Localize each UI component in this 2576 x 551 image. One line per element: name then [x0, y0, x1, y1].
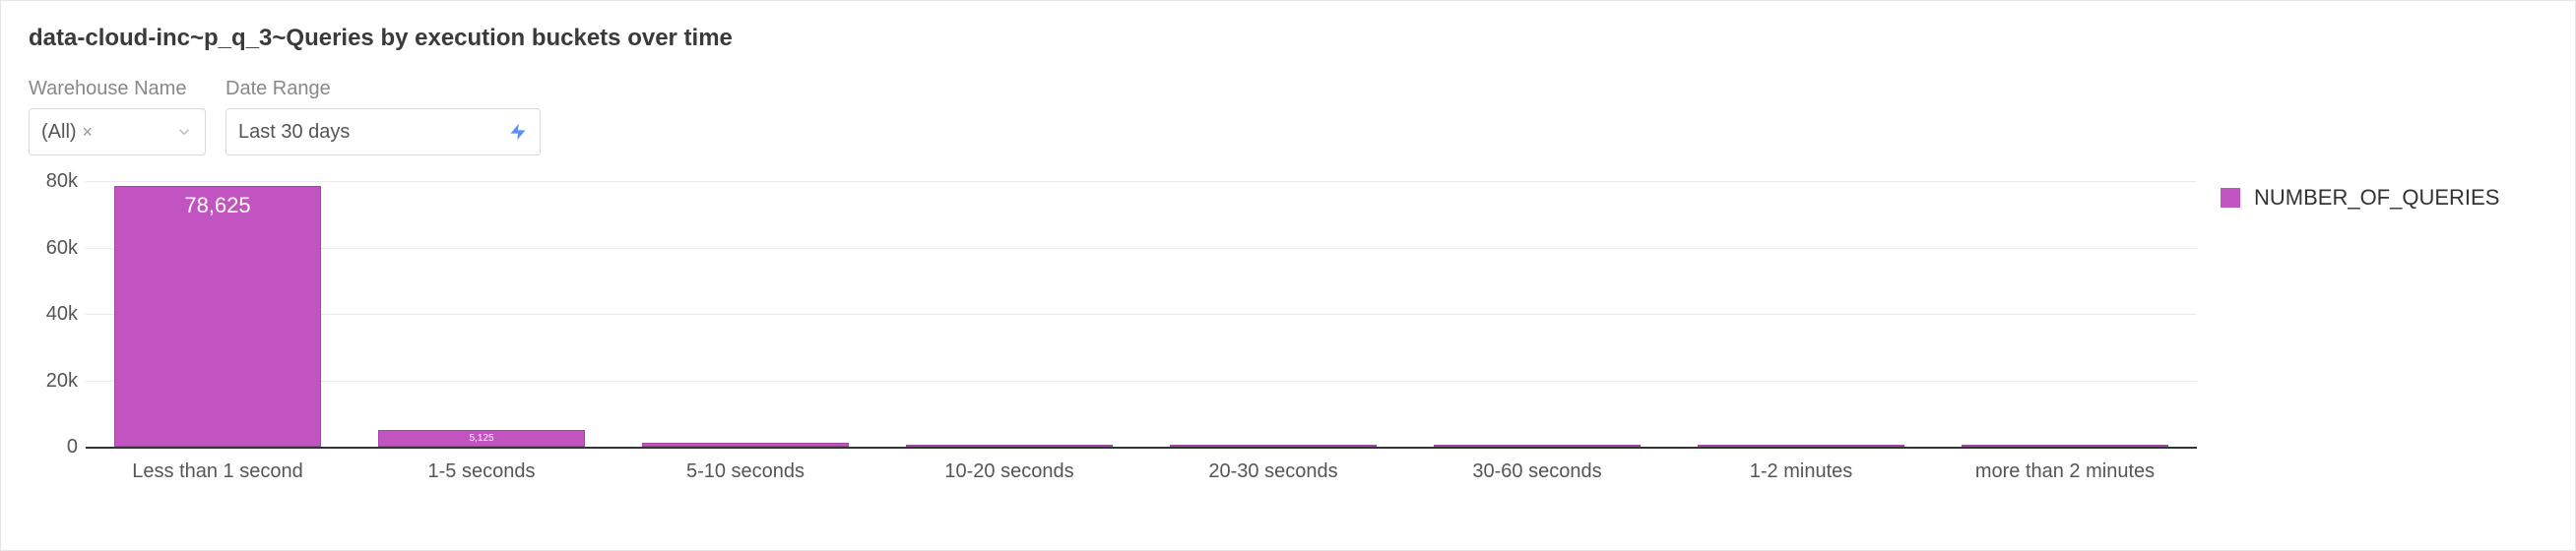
- filters-row: Warehouse Name (All) × Date Range Last 3…: [29, 78, 2555, 155]
- legend: NUMBER_OF_QUERIES: [2221, 181, 2555, 530]
- bar-value-label: 78,625: [115, 193, 319, 218]
- bar[interactable]: 5,125: [378, 430, 584, 447]
- warehouse-select[interactable]: (All) ×: [29, 108, 206, 155]
- x-tick-label: Less than 1 second: [86, 451, 350, 483]
- daterange-filter-label: Date Range: [225, 78, 541, 100]
- y-tick-label: 40k: [46, 304, 78, 324]
- y-tick-label: 60k: [46, 238, 78, 258]
- legend-item[interactable]: NUMBER_OF_QUERIES: [2221, 185, 2555, 211]
- bars: 78,625 5,125: [86, 181, 2197, 447]
- bar-slot: [1669, 181, 1933, 447]
- chart-panel: data-cloud-inc~p_q_3~Queries by executio…: [0, 0, 2576, 551]
- bar-slot: 5,125: [350, 181, 613, 447]
- x-tick-label: 1-5 seconds: [350, 451, 613, 483]
- x-tick-label: more than 2 minutes: [1933, 451, 2197, 483]
- daterange-select-value: Last 30 days: [238, 121, 350, 144]
- daterange-filter-group: Date Range Last 30 days: [225, 78, 541, 155]
- warehouse-filter-label: Warehouse Name: [29, 78, 206, 100]
- y-tick-label: 80k: [46, 171, 78, 191]
- bar-slot: 78,625: [86, 181, 350, 447]
- legend-swatch: [2221, 188, 2240, 208]
- bar-slot: [1405, 181, 1669, 447]
- x-axis-baseline: [86, 447, 2197, 449]
- panel-title: data-cloud-inc~p_q_3~Queries by executio…: [29, 25, 2555, 52]
- bolt-icon: [508, 122, 528, 142]
- chart-area: 020k40k60k80k 78,6255,125Less than 1 sec…: [29, 181, 2197, 530]
- x-axis-labels: Less than 1 second1-5 seconds5-10 second…: [86, 451, 2197, 483]
- bar-slot: [613, 181, 877, 447]
- x-tick-label: 1-2 minutes: [1669, 451, 1933, 483]
- chevron-down-icon: [175, 123, 193, 141]
- x-tick-label: 20-30 seconds: [1141, 451, 1405, 483]
- warehouse-select-value-pill: (All) ×: [41, 121, 93, 144]
- warehouse-filter-group: Warehouse Name (All) ×: [29, 78, 206, 155]
- y-tick-label: 20k: [46, 371, 78, 391]
- bar-slot: [1933, 181, 2197, 447]
- bar[interactable]: 78,625: [114, 186, 320, 447]
- clear-warehouse-icon[interactable]: ×: [83, 122, 94, 143]
- bar-slot: [1141, 181, 1405, 447]
- y-axis: 020k40k60k80k: [29, 181, 86, 530]
- daterange-select[interactable]: Last 30 days: [225, 108, 541, 155]
- x-tick-label: 30-60 seconds: [1405, 451, 1669, 483]
- x-tick-label: 5-10 seconds: [613, 451, 877, 483]
- y-tick-label: 0: [67, 437, 78, 457]
- warehouse-select-value: (All): [41, 121, 77, 144]
- bar-value-label: 5,125: [379, 433, 583, 444]
- x-tick-label: 10-20 seconds: [877, 451, 1141, 483]
- bar-slot: [877, 181, 1141, 447]
- legend-item-label: NUMBER_OF_QUERIES: [2254, 185, 2499, 211]
- chart-wrap: 020k40k60k80k 78,6255,125Less than 1 sec…: [29, 181, 2555, 530]
- plot-area: 78,625 5,125 Less than 1 second1-5 seconds…: [86, 181, 2197, 530]
